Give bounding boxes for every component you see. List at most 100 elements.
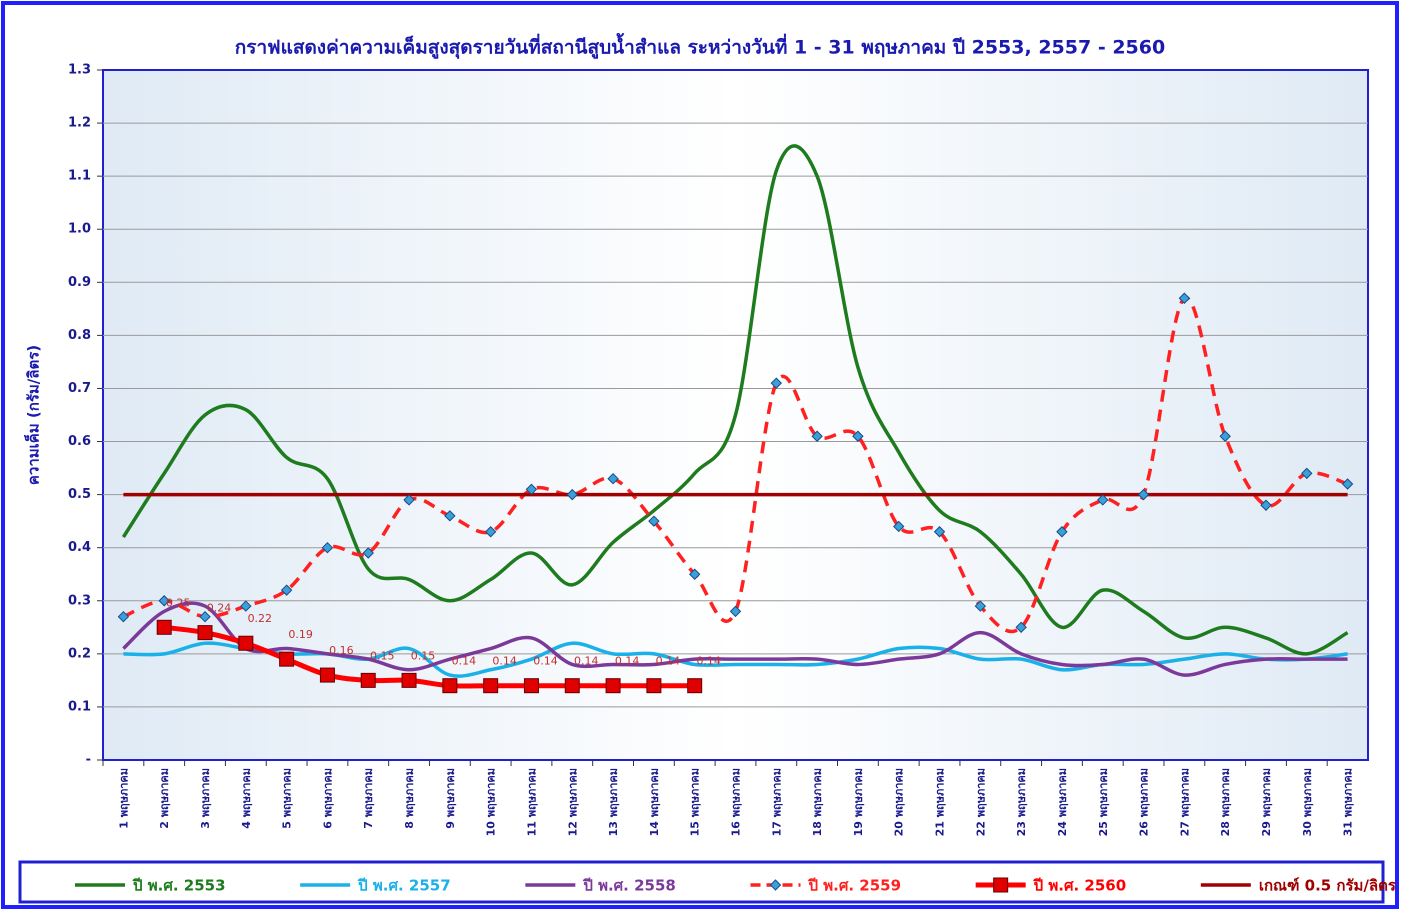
- data-label: 0.14: [452, 655, 477, 668]
- x-tick-label: 4 พฤษภาคม: [240, 768, 253, 829]
- marker: [484, 526, 497, 538]
- y-tick-label: -: [86, 753, 91, 768]
- marker: [240, 600, 252, 612]
- legend-label: ปี พ.ศ. 2553: [132, 877, 225, 895]
- marker: [564, 678, 580, 694]
- marker: [687, 678, 703, 694]
- x-tick-label: 20 พฤษภาคม: [893, 768, 906, 836]
- x-tick-label: 24 พฤษภาคม: [1056, 768, 1069, 836]
- marker: [1178, 292, 1191, 304]
- x-tick-label: 10 พฤษภาคม: [485, 768, 498, 836]
- marker: [769, 879, 782, 891]
- data-label: 0.24: [207, 602, 232, 615]
- marker: [523, 678, 539, 694]
- x-tick-label: 26 พฤษภาคม: [1138, 768, 1151, 836]
- x-tick-label: 19 พฤษภาคม: [852, 768, 865, 836]
- x-tick-label: 27 พฤษภาคม: [1178, 768, 1191, 836]
- series-line: [121, 144, 1349, 656]
- x-tick-label: 16 พฤษภาคม: [730, 768, 743, 836]
- data-label: 0.19: [288, 628, 313, 641]
- marker: [605, 678, 621, 694]
- marker: [974, 600, 987, 612]
- marker: [197, 625, 213, 641]
- x-tick-label: 7 พฤษภาคม: [362, 768, 375, 829]
- marker: [646, 678, 662, 694]
- marker: [321, 541, 334, 554]
- y-tick-label: 1.2: [68, 116, 91, 131]
- data-label: 0.15: [411, 649, 436, 662]
- marker: [811, 430, 823, 442]
- marker: [1301, 467, 1313, 480]
- marker: [893, 520, 905, 533]
- x-tick-label: 13 พฤษภาคม: [607, 768, 620, 836]
- marker: [1341, 478, 1354, 490]
- marker: [1056, 526, 1068, 538]
- marker: [688, 568, 701, 580]
- marker: [648, 515, 660, 527]
- x-tick-label: 8 พฤษภาคม: [403, 768, 416, 829]
- legend-box: [18, 860, 1385, 904]
- marker: [1260, 499, 1272, 511]
- marker: [852, 430, 864, 442]
- x-tick-label: 31 พฤษภาคม: [1342, 768, 1355, 836]
- y-tick-label: 0.1: [68, 699, 91, 714]
- legend-label: ปี พ.ศ. 2560: [1033, 877, 1126, 895]
- y-tick-label: 0.4: [68, 540, 91, 555]
- data-label: 0.22: [248, 612, 273, 625]
- data-label: 0.15: [370, 649, 395, 662]
- marker: [1137, 488, 1150, 501]
- chart-title: กราฟแสดงค่าความเค็มสูงสุดรายวันที่สถานีส…: [235, 33, 1165, 60]
- y-tick-label: 1.0: [68, 222, 91, 237]
- x-tick-label: 6 พฤษภาคม: [321, 768, 334, 829]
- data-label: 0.14: [656, 655, 681, 668]
- y-tick-label: 0.6: [68, 434, 91, 449]
- x-tick-label: 9 พฤษภาคม: [444, 768, 457, 829]
- x-tick-label: 28 พฤษภาคม: [1219, 768, 1232, 836]
- marker: [566, 488, 578, 501]
- y-tick-label: 0.9: [68, 275, 91, 290]
- x-tick-label: 17 พฤษภาคม: [770, 768, 783, 836]
- x-tick-label: 5 พฤษภาคม: [281, 768, 294, 829]
- marker: [525, 483, 538, 496]
- x-tick-label: 3 พฤษภาคม: [199, 768, 212, 829]
- marker: [117, 610, 130, 623]
- y-tick-label: 1.3: [68, 63, 91, 78]
- marker: [933, 526, 946, 538]
- y-tick-label: 0.8: [68, 328, 91, 343]
- marker: [729, 605, 742, 618]
- y-tick-label: 0.7: [68, 381, 91, 396]
- marker: [280, 584, 293, 596]
- marker: [158, 595, 170, 607]
- marker: [607, 472, 619, 485]
- marker: [279, 651, 295, 667]
- data-label: 0.14: [574, 655, 599, 668]
- x-tick-label: 29 พฤษภาคม: [1260, 768, 1273, 836]
- x-tick-label: 21 พฤษภาคม: [934, 768, 947, 836]
- x-tick-label: 1 พฤษภาคม: [117, 768, 130, 829]
- x-tick-label: 15 พฤษภาคม: [689, 768, 702, 836]
- y-tick-label: 0.2: [68, 646, 91, 661]
- legend-label: ปี พ.ศ. 2557: [357, 877, 450, 895]
- x-tick-label: 23 พฤษภาคม: [1015, 768, 1028, 836]
- marker: [403, 494, 415, 506]
- marker: [1219, 430, 1231, 442]
- legend-label: เกณฑ์ 0.5 กรัม/ลิตร: [1259, 877, 1397, 895]
- legend-label: ปี พ.ศ. 2558: [582, 877, 675, 895]
- marker: [401, 672, 417, 688]
- x-tick-label: 2 พฤษภาคม: [158, 768, 171, 829]
- marker: [238, 635, 254, 651]
- data-label: 0.16: [329, 644, 354, 657]
- x-tick-label: 25 พฤษภาคม: [1097, 768, 1110, 836]
- y-tick-label: 1.1: [68, 169, 91, 184]
- x-tick-label: 12 พฤษภาคม: [566, 768, 579, 836]
- x-tick-label: 22 พฤษภาคม: [974, 768, 987, 836]
- marker: [770, 377, 783, 389]
- x-tick-label: 18 พฤษภาคม: [811, 768, 824, 836]
- marker: [1015, 621, 1027, 634]
- x-tick-label: 14 พฤษภาคม: [648, 768, 661, 836]
- marker: [362, 547, 374, 559]
- marker: [156, 619, 172, 635]
- legend-label: ปี พ.ศ. 2559: [808, 877, 901, 895]
- series-line: [122, 601, 1348, 677]
